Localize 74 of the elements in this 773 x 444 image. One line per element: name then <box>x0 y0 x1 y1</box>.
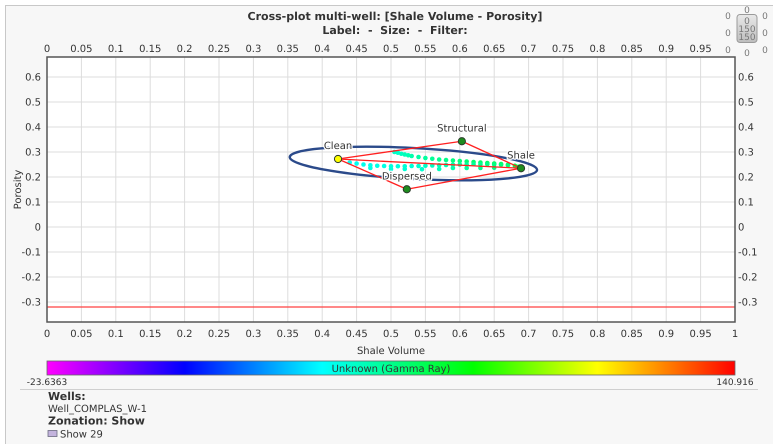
x-tick-label: 0.75 <box>552 329 574 340</box>
x2-tick-label: 0.15 <box>139 44 162 55</box>
y2-tick-label: 0.1 <box>738 198 754 208</box>
x-tick-label: 0.2 <box>176 329 193 340</box>
y-tick-label: 0.3 <box>25 148 41 158</box>
x-tick-label: 0.95 <box>689 329 712 340</box>
x-tick-label: 0.05 <box>70 329 93 340</box>
y2-tick-label: 0.6 <box>738 72 754 84</box>
y-tick-label: -0.1 <box>21 248 41 258</box>
y-tick-label: 0.6 <box>25 72 41 84</box>
x2-tick-label: 0.6 <box>452 44 468 55</box>
y2-tick-label: 0.4 <box>738 122 754 134</box>
x2-tick-label: 0.05 <box>70 44 93 55</box>
x2-tick-label: 0.9 <box>658 44 674 55</box>
x-tick-label: 0.5 <box>383 329 399 340</box>
y-tick-label: 0.5 <box>25 98 41 108</box>
x2-tick-label: 0.1 <box>108 44 124 55</box>
x-tick-label: 0.35 <box>276 329 299 340</box>
x-tick-label: 0.65 <box>483 329 506 340</box>
x-tick-label: 0.55 <box>414 329 437 340</box>
y-tick-label: -0.2 <box>21 272 41 284</box>
chart-title: Cross-plot multi-well: [Shale Volume - Porosity] <box>248 10 542 23</box>
x-tick-label: 0.9 <box>658 329 674 340</box>
x2-tick-label: 0.95 <box>689 44 712 55</box>
annotation: Structural <box>437 123 487 134</box>
x-tick-label: 0 <box>44 329 50 340</box>
x2-tick-label: 0.5 <box>383 44 399 55</box>
color-bar-label: -23.6363 <box>26 378 68 388</box>
y2-tick-label: 0 <box>738 222 744 234</box>
x2-tick-label: 0.2 <box>176 44 193 55</box>
x2-tick-label: 0.7 <box>520 44 537 55</box>
text: Wells: <box>48 390 86 403</box>
x-tick-label: 0.3 <box>245 329 262 340</box>
color-bar-title: Unknown (Gamma Ray) <box>332 364 451 375</box>
y-tick-label: 0.4 <box>25 122 41 134</box>
y-axis-title: Porosity <box>13 170 24 210</box>
y-tick-label: 0.2 <box>25 172 41 184</box>
y-tick-label: 0.1 <box>25 198 41 208</box>
x2-tick-label: 0 <box>44 44 50 55</box>
y2-tick-label: 0.2 <box>738 172 754 184</box>
x2-tick-label: 0.35 <box>276 44 299 55</box>
y2-tick-label: -0.2 <box>738 272 758 284</box>
x-tick-label: 0.25 <box>208 329 230 340</box>
text: Show 29 <box>60 430 103 440</box>
x2-tick-label: 0.8 <box>589 44 606 55</box>
x-tick-label: 0.4 <box>314 329 330 340</box>
x2-tick-label: 0.65 <box>483 44 506 55</box>
chart-subtitle: Label: - Size: - Filter: <box>322 24 468 37</box>
y-tick-label: -0.3 <box>21 298 41 308</box>
x2-tick-label: 0.55 <box>414 44 437 55</box>
y2-tick-label: -0.3 <box>738 298 758 308</box>
x-tick-label: 1 <box>732 329 738 340</box>
x2-tick-label: 0.4 <box>314 44 330 55</box>
y-tick-label: 0 <box>34 222 41 234</box>
text: Zonation: Show <box>48 414 145 428</box>
y2-tick-label: 0.5 <box>738 98 754 108</box>
x2-tick-label: 0.3 <box>245 44 262 55</box>
x-tick-label: 0.15 <box>139 329 162 340</box>
color-bar-label: 140.916 <box>716 378 754 388</box>
x-tick-label: 0.45 <box>345 329 368 340</box>
x-tick-label: 0.1 <box>108 329 124 340</box>
y2-tick-label: -0.1 <box>738 248 758 258</box>
x2-tick-label: 0.75 <box>552 44 574 55</box>
annotation: Shale <box>507 150 535 162</box>
text: Well_COMPLAS_W-1 <box>48 404 147 415</box>
x-tick-label: 0.7 <box>520 329 537 340</box>
x-tick-label: 0.85 <box>620 329 643 340</box>
x-tick-label: 0.6 <box>452 329 468 340</box>
x2-tick-label: 0.45 <box>345 44 368 55</box>
x-axis-title: Shale Volume <box>356 346 426 357</box>
x2-tick-label: 0.85 <box>620 44 643 55</box>
y2-tick-label: 0.3 <box>738 148 754 158</box>
x2-tick-label: 0.25 <box>208 44 230 55</box>
x-tick-label: 0.8 <box>589 329 606 340</box>
